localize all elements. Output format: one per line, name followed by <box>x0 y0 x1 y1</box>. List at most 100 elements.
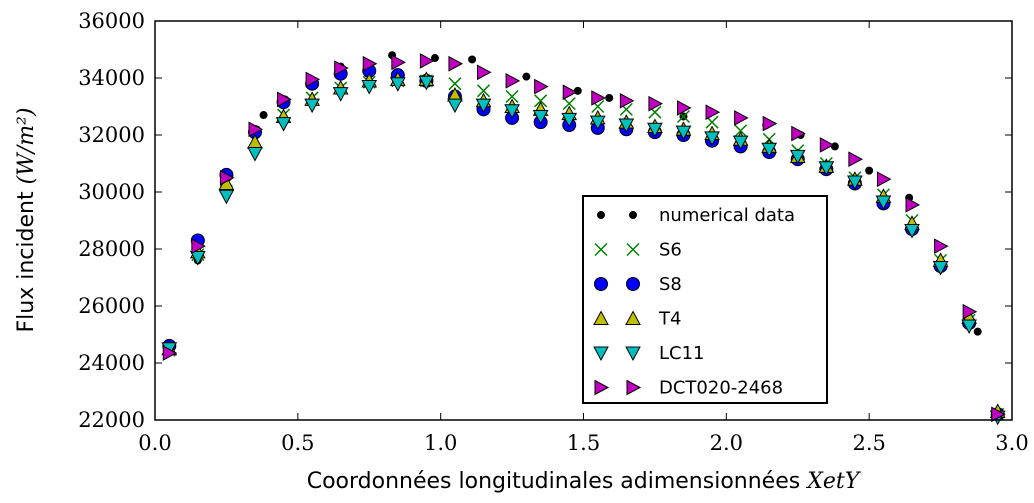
data-point <box>430 54 439 63</box>
data-point <box>534 78 549 95</box>
legend-marker <box>629 211 637 219</box>
data-point <box>847 175 863 191</box>
data-point <box>362 55 378 72</box>
x-tick-label: 0.5 <box>281 431 314 455</box>
data-point <box>761 142 778 158</box>
x-tick-label: 0.0 <box>138 431 171 455</box>
data-point <box>418 75 435 91</box>
y-tick-label: 30000 <box>78 180 145 204</box>
legend-marker <box>626 379 642 396</box>
y-tick-label: 24000 <box>78 351 145 375</box>
data-point <box>618 118 635 134</box>
data-point <box>562 97 576 111</box>
axis-ticks <box>154 20 1013 421</box>
data-point <box>218 189 235 205</box>
data-point <box>904 223 920 239</box>
legend-marker <box>625 346 641 362</box>
data-point <box>419 53 435 69</box>
legend-marker <box>594 242 608 257</box>
data-point <box>830 142 839 151</box>
data-point <box>647 122 663 138</box>
data-point <box>865 166 874 175</box>
series-dct020-2468 <box>162 53 1006 423</box>
legend-label: LC11 <box>659 343 705 364</box>
data-point <box>277 91 292 108</box>
data-point <box>734 124 748 138</box>
legend-label: S6 <box>659 240 682 261</box>
data-point <box>275 117 292 132</box>
data-point <box>391 54 406 71</box>
data-point <box>447 98 463 114</box>
legend-entry: LC11 <box>593 343 705 364</box>
data-point <box>589 115 606 131</box>
y-tick-label: 34000 <box>78 66 145 90</box>
legend: numerical data S6 S8 T4 LC11 DCT020-2468 <box>582 195 828 404</box>
data-point <box>389 77 406 92</box>
data-point <box>605 93 614 102</box>
data-point <box>304 98 320 114</box>
data-point <box>705 104 721 121</box>
data-point <box>819 137 835 153</box>
x-tick-label: 2.0 <box>710 431 743 455</box>
data-marks <box>161 51 1006 426</box>
data-point <box>875 195 892 211</box>
data-point <box>676 100 692 116</box>
y-tick-label: 36000 <box>78 9 145 33</box>
data-point <box>259 111 268 120</box>
legend-entry: numerical data <box>597 205 795 226</box>
data-point <box>305 71 321 88</box>
legend-entry: S8 <box>594 274 682 295</box>
y-axis-label: Flux incident (W/m²) <box>14 108 39 333</box>
data-point <box>961 319 977 335</box>
legend-entry: T4 <box>593 309 681 330</box>
data-point <box>532 109 549 125</box>
data-point <box>562 84 578 101</box>
data-point <box>219 169 235 186</box>
data-point <box>505 89 519 104</box>
data-point <box>190 251 206 266</box>
data-point <box>848 151 863 168</box>
x-tick-label: 3.0 <box>995 431 1028 455</box>
x-axis-label: Coordonnées longitudinales adimensionnée… <box>307 469 862 494</box>
data-point <box>475 98 492 114</box>
x-tick-label: 1.5 <box>567 431 600 455</box>
data-point <box>591 90 606 106</box>
data-point <box>973 327 982 336</box>
data-point <box>448 77 462 91</box>
data-point <box>561 112 578 128</box>
series-lc11 <box>161 75 1006 426</box>
legend-marker <box>593 310 609 325</box>
data-point <box>876 171 892 188</box>
y-tick-label: 22000 <box>78 408 145 432</box>
legend-marker <box>594 277 608 291</box>
tick-labels: 0.0 0.5 1.0 1.5 2.0 2.5 3.0 22000 24000 26000 2800… <box>78 9 1029 455</box>
data-point <box>675 125 692 141</box>
data-point <box>818 161 835 176</box>
x-tick-label: 1.0 <box>424 431 457 455</box>
data-point <box>476 84 491 98</box>
data-point <box>505 73 521 89</box>
data-point <box>704 131 720 146</box>
data-point <box>504 104 520 119</box>
data-point <box>448 55 464 72</box>
legend-marker <box>626 242 640 257</box>
legend-label: numerical data <box>659 205 795 226</box>
data-point <box>962 303 978 320</box>
data-point <box>522 72 531 81</box>
data-point <box>732 135 749 151</box>
data-point <box>789 149 806 165</box>
y-tick-label: 32000 <box>78 123 145 147</box>
data-point <box>791 125 806 142</box>
legend-label: DCT020-2468 <box>659 378 783 399</box>
legend-marker <box>597 211 605 219</box>
data-point <box>905 196 921 213</box>
data-point <box>468 55 477 64</box>
x-tick-label: 2.5 <box>852 431 885 455</box>
y-tick-label: 26000 <box>78 294 145 318</box>
data-point <box>534 94 548 108</box>
legend-entry: S6 <box>594 240 682 261</box>
legend-marker <box>594 379 610 396</box>
data-point <box>648 95 663 112</box>
data-point <box>573 86 582 95</box>
